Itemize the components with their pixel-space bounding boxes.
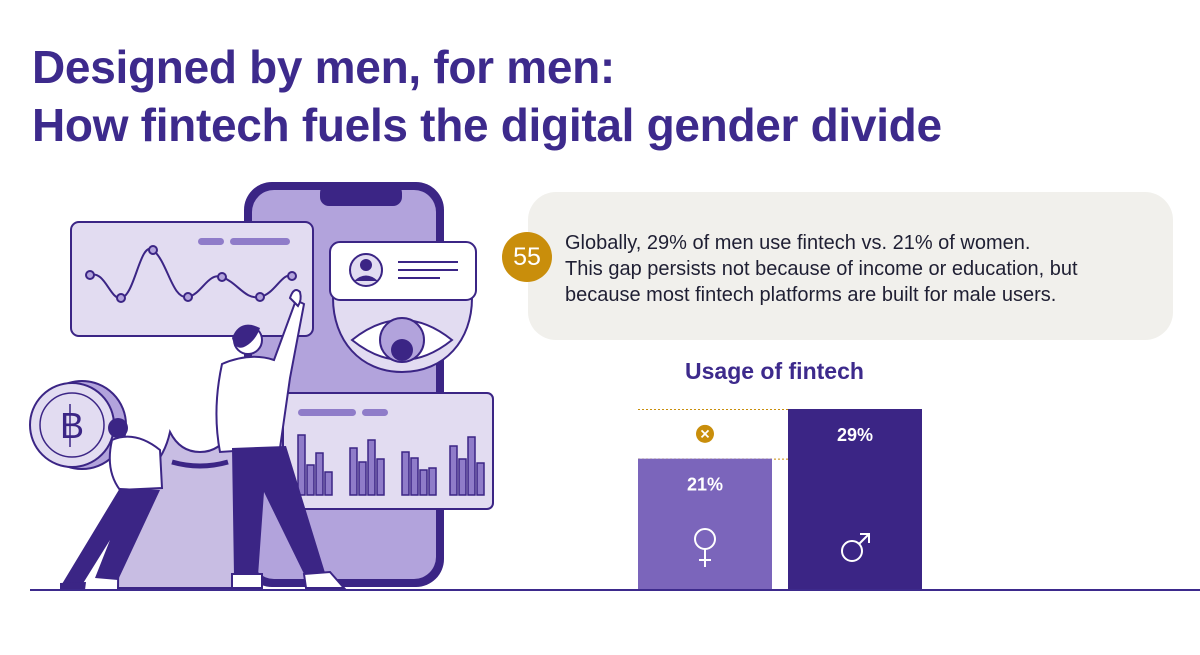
- male-symbol-icon: [841, 533, 870, 562]
- callout-line-3: because most fintech platforms are built…: [565, 284, 1057, 306]
- bar-chart-card-icon: [282, 392, 494, 510]
- person-pointing-icon: [215, 289, 347, 589]
- eye-icon: [331, 297, 474, 374]
- profile-card-icon: [329, 241, 477, 301]
- title-line-2: How fintech fuels the digital gender div…: [32, 99, 942, 151]
- bar-men: [788, 409, 922, 589]
- bar-women: [638, 458, 772, 589]
- ground-line: [30, 589, 1200, 591]
- callout-line-2: This gap persists not because of income …: [565, 258, 1078, 280]
- x-icon: [696, 424, 714, 443]
- callout-line-1: Globally, 29% of men use fintech vs. 21%…: [565, 232, 1031, 254]
- page-title: Designed by men, for men: How fintech fu…: [32, 38, 942, 154]
- title-line-1: Designed by men, for men:: [32, 41, 615, 93]
- chart-title: Usage of fintech: [685, 358, 864, 384]
- line-chart-card-icon: [70, 221, 314, 337]
- person-carrying-coin-icon: [60, 418, 164, 590]
- fintech-usage-bar-chart: 21% 29%: [638, 409, 922, 589]
- bar-label-men: 29%: [837, 425, 873, 445]
- callout-text: Globally, 29% of men use fintech vs. 21%…: [565, 230, 1165, 308]
- stat-callout: [528, 192, 1173, 340]
- bar-label-women: 21%: [687, 475, 723, 495]
- female-symbol-icon: [694, 528, 716, 567]
- svg-text:B: B: [60, 405, 84, 446]
- fintech-illustration: B: [29, 182, 494, 590]
- callout-number-badge: 55: [502, 232, 552, 282]
